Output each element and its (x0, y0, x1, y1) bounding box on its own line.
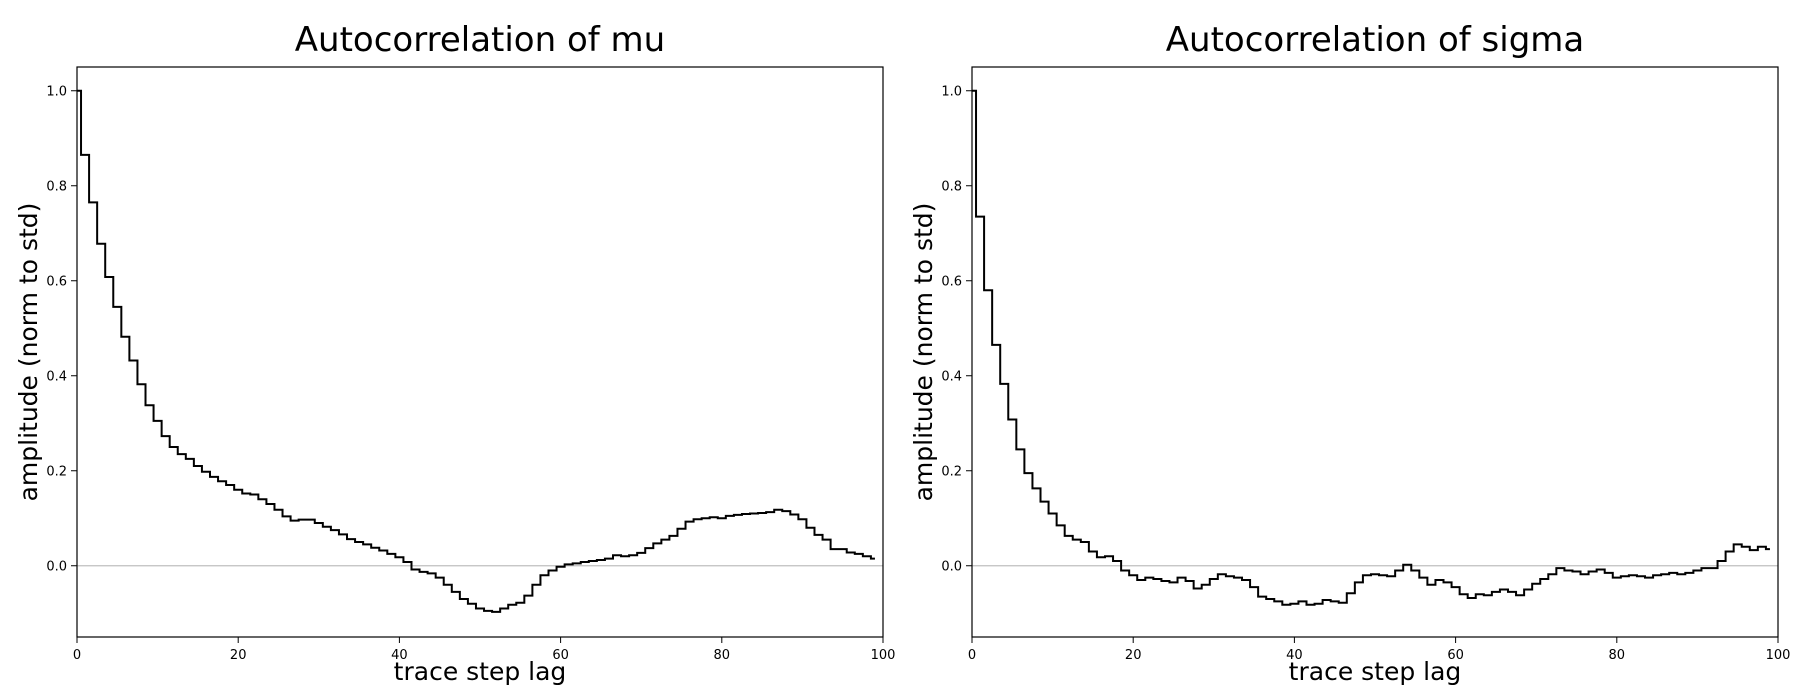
x-tick-label: 100 (871, 648, 896, 663)
x-tick-label: 60 (1447, 648, 1464, 663)
y-tick-label: 0.2 (46, 464, 67, 479)
x-axis-label: trace step lag (1289, 657, 1462, 686)
x-tick-label: 20 (230, 648, 247, 663)
x-tick-label: 0 (73, 648, 81, 663)
x-tick-label: 100 (1766, 648, 1791, 663)
autocorrelation-series-line (77, 89, 875, 613)
plot-area: 0 20 40 60 80 100 0.0 0.2 0.4 0.6 0.8 1.0 (941, 84, 1790, 663)
x-tick-label: 0 (968, 648, 976, 663)
x-tick-label: 80 (1609, 648, 1626, 663)
y-tick-label: 0.8 (46, 179, 67, 194)
y-tick-label: 0.0 (941, 559, 962, 574)
y-tick-label: 1.0 (941, 84, 962, 99)
x-tick-label: 40 (391, 648, 408, 663)
y-axis-label: amplitude (norm to std) (909, 203, 938, 502)
chart-title: Autocorrelation of mu (295, 20, 665, 60)
panel-mu: Autocorrelation of mu trace step lag amp… (14, 20, 895, 686)
x-tick-label: 40 (1286, 648, 1303, 663)
y-axis-label: amplitude (norm to std) (14, 203, 43, 502)
y-tick-label: 0.8 (941, 179, 962, 194)
x-tick-label: 60 (552, 648, 569, 663)
chart-title: Autocorrelation of sigma (1166, 20, 1584, 60)
axes-frame (971, 66, 1779, 638)
panel-sigma: Autocorrelation of sigma trace step lag … (909, 20, 1790, 686)
y-tick-label: 0.4 (941, 369, 962, 384)
autocorrelation-series-line (972, 89, 1770, 606)
x-axis-label: trace step lag (394, 657, 567, 686)
y-tick-label: 0.6 (941, 274, 962, 289)
y-tick-label: 0.2 (941, 464, 962, 479)
x-tick-label: 80 (714, 648, 731, 663)
axes-frame (76, 66, 884, 638)
x-tick-label: 20 (1125, 648, 1142, 663)
y-tick-label: 1.0 (46, 84, 67, 99)
y-tick-label: 0.0 (46, 559, 67, 574)
y-tick-label: 0.6 (46, 274, 67, 289)
plot-area: 0 20 40 60 80 100 0.0 0.2 0.4 0.6 0.8 1.0 (46, 84, 895, 663)
y-tick-label: 0.4 (46, 369, 67, 384)
